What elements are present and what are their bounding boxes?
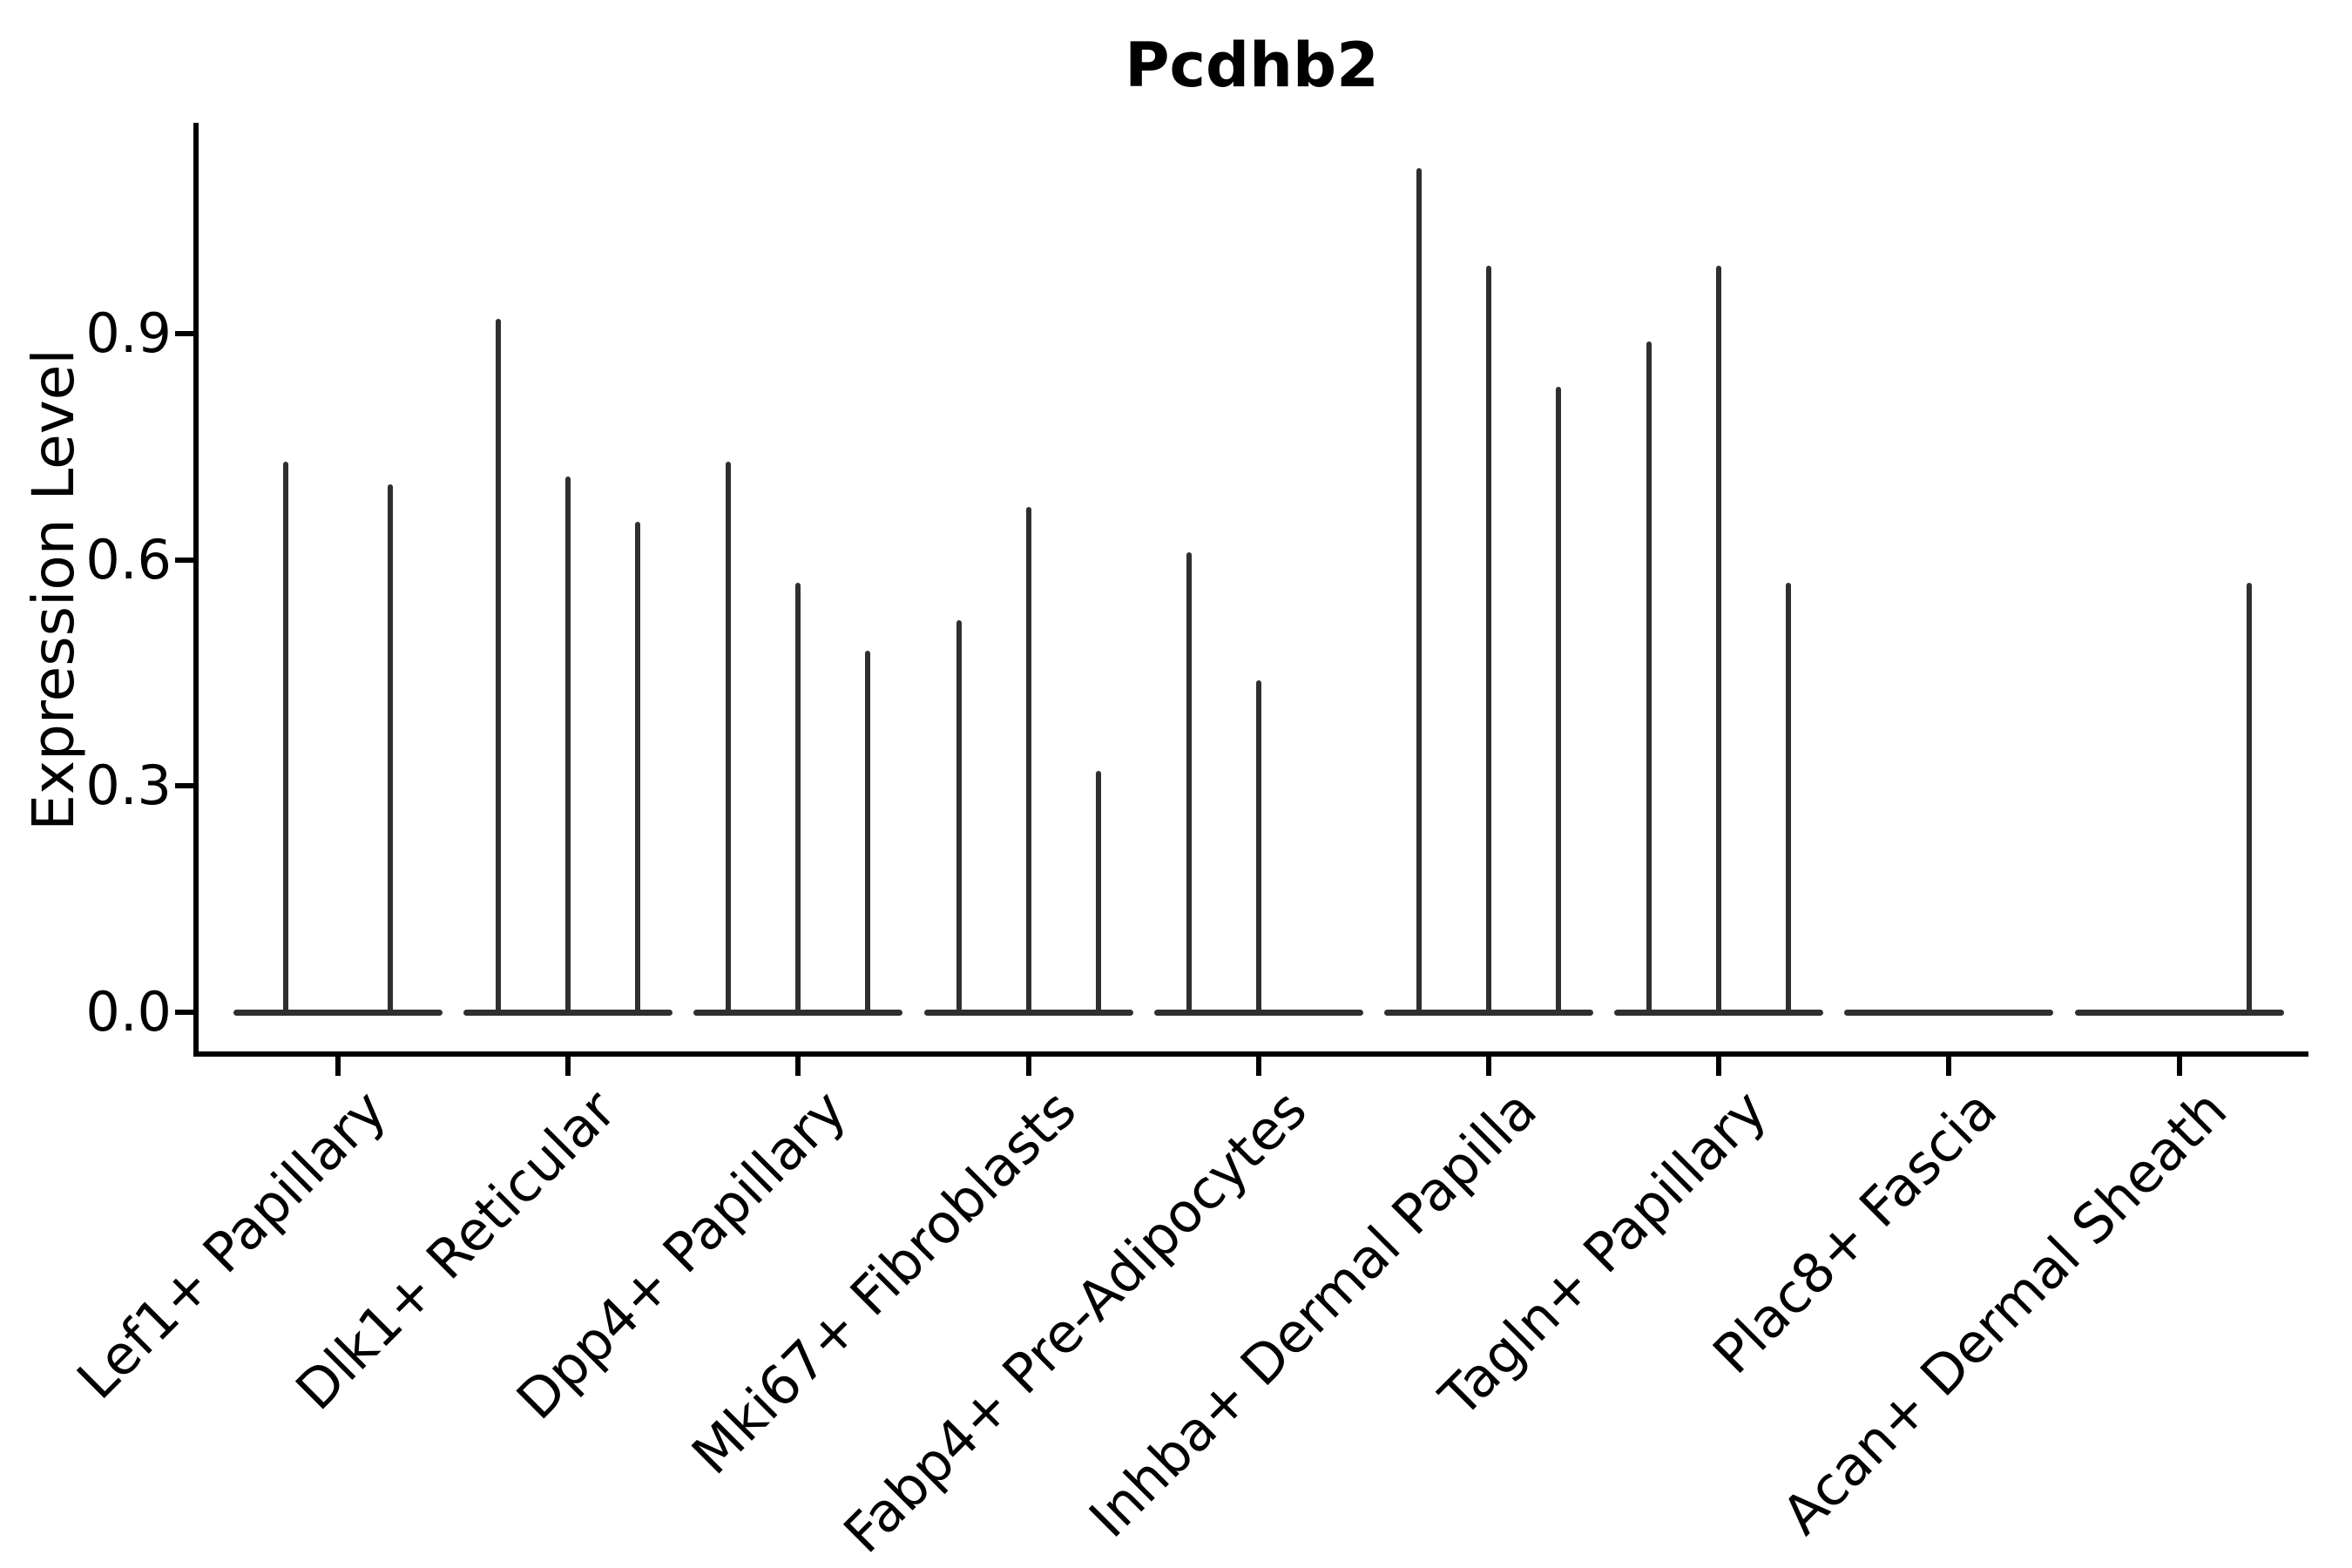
y-tick xyxy=(175,783,193,788)
violin-spike xyxy=(726,462,732,1015)
x-tick xyxy=(1716,1057,1722,1076)
x-tick xyxy=(565,1057,571,1076)
violin-spike xyxy=(1716,266,1722,1015)
violin-spike xyxy=(956,620,962,1015)
violin-spike xyxy=(1786,583,1792,1015)
x-tick xyxy=(1486,1057,1491,1076)
chart-title: Pcdhb2 xyxy=(1125,30,1379,101)
y-axis-spine xyxy=(193,123,199,1057)
y-tick-label: 0.0 xyxy=(85,980,172,1044)
violin-spike xyxy=(1025,507,1031,1015)
y-tick xyxy=(175,558,193,563)
y-tick xyxy=(175,1010,193,1015)
violin-spike xyxy=(2246,583,2252,1015)
violin-spike xyxy=(1255,680,1261,1015)
x-tick xyxy=(795,1057,801,1076)
x-tick-label: Mki67+ Fibroblasts xyxy=(679,1078,1089,1487)
violin-spike xyxy=(1095,771,1101,1015)
violin-base xyxy=(1844,1010,2054,1016)
y-tick-label: 0.9 xyxy=(85,301,172,365)
violin-base xyxy=(2074,1010,2284,1016)
x-tick xyxy=(1255,1057,1261,1076)
y-tick-label: 0.6 xyxy=(85,528,172,591)
x-tick xyxy=(1025,1057,1031,1076)
violin-base xyxy=(233,1010,443,1016)
y-tick xyxy=(175,331,193,336)
violin-spike xyxy=(865,651,871,1015)
violin-spike xyxy=(496,319,502,1015)
violin-spike xyxy=(1186,552,1192,1015)
x-tick-label: Inhba+ Dermal Papilla xyxy=(1077,1078,1549,1550)
x-tick xyxy=(2176,1057,2182,1076)
x-tick xyxy=(335,1057,341,1076)
y-tick-label: 0.3 xyxy=(85,754,172,817)
violin-spike xyxy=(635,522,641,1015)
violin-spike xyxy=(1556,387,1561,1015)
violin-spike xyxy=(1646,341,1652,1015)
x-tick xyxy=(1946,1057,1952,1076)
x-tick-label: Fabp4+ Pre-Adipocytes xyxy=(831,1078,1319,1565)
violin-spike xyxy=(283,462,288,1015)
x-axis-spine xyxy=(193,1051,2308,1057)
violin-spike xyxy=(388,484,393,1015)
violin-spike xyxy=(565,476,571,1015)
violin-spike xyxy=(1486,266,1491,1015)
violin-spike xyxy=(1416,168,1422,1015)
violin-spike xyxy=(795,583,801,1015)
x-tick-label: Acan+ Dermal Sheath xyxy=(1770,1078,2240,1547)
